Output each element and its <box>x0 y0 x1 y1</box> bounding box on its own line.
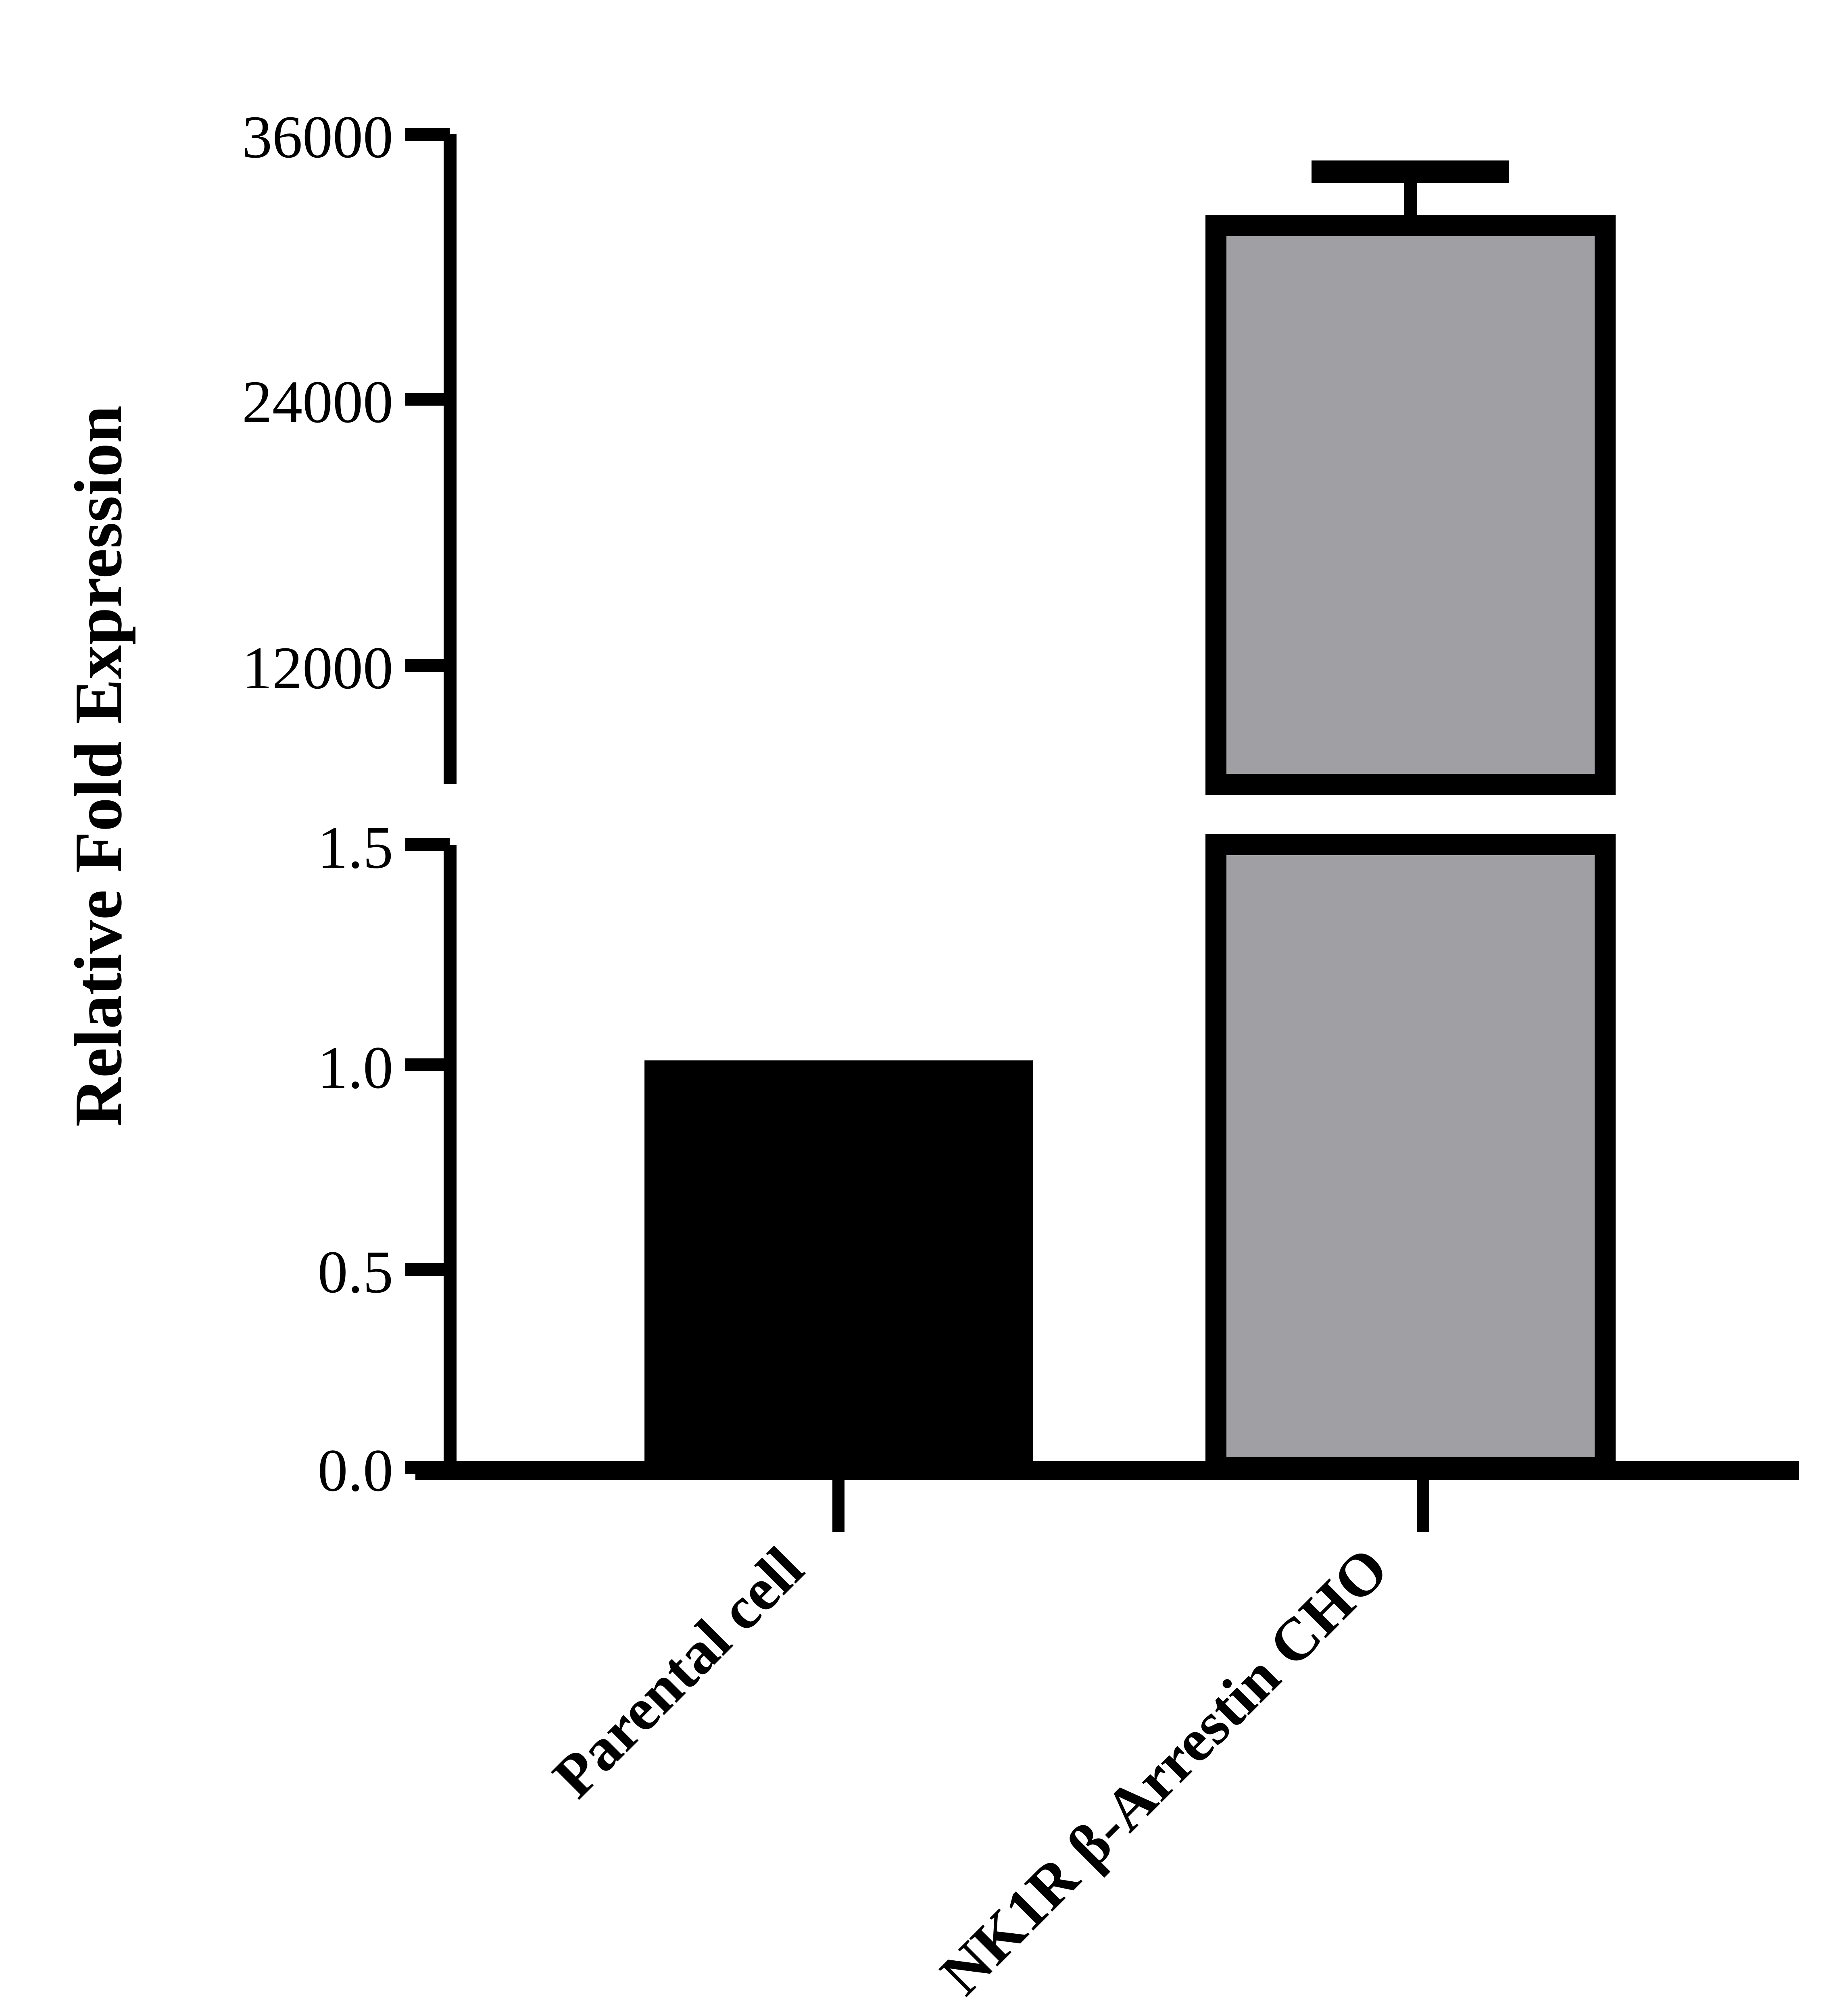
tick-label-36000: 36000 <box>242 104 393 171</box>
tick-36000 <box>405 128 450 141</box>
tick-label-24000: 24000 <box>242 369 393 435</box>
bar-parental-cell <box>644 1060 1033 1468</box>
lower-y-axis-line <box>444 845 457 1474</box>
upper-panel: 36000 24000 12000 <box>242 104 1616 795</box>
y-axis-title: Relative Fold Expression <box>61 406 136 1127</box>
tick-24000 <box>405 393 450 406</box>
tick-label-12000: 12000 <box>242 635 393 702</box>
lower-panel: 1.5 1.0 0.5 0.0 <box>318 814 1616 1504</box>
tick-0-5 <box>405 1263 450 1276</box>
x-tick-parental <box>832 1480 845 1532</box>
tick-12000 <box>405 659 450 672</box>
x-axis-line <box>415 1461 1799 1480</box>
tick-label-0-0: 0.0 <box>318 1437 394 1504</box>
x-tick-nk1r <box>1417 1480 1429 1532</box>
tick-1-5 <box>405 838 450 851</box>
bar-nk1r-lower <box>1205 834 1616 1478</box>
tick-1-0 <box>405 1058 450 1071</box>
tick-label-1-0: 1.0 <box>318 1034 394 1101</box>
upper-y-axis-line <box>444 134 457 784</box>
tick-label-0-5: 0.5 <box>318 1239 394 1306</box>
error-bar-cap-nk1r <box>1312 160 1509 183</box>
bar-nk1r-upper <box>1205 215 1616 795</box>
tick-label-1-5: 1.5 <box>318 814 394 881</box>
